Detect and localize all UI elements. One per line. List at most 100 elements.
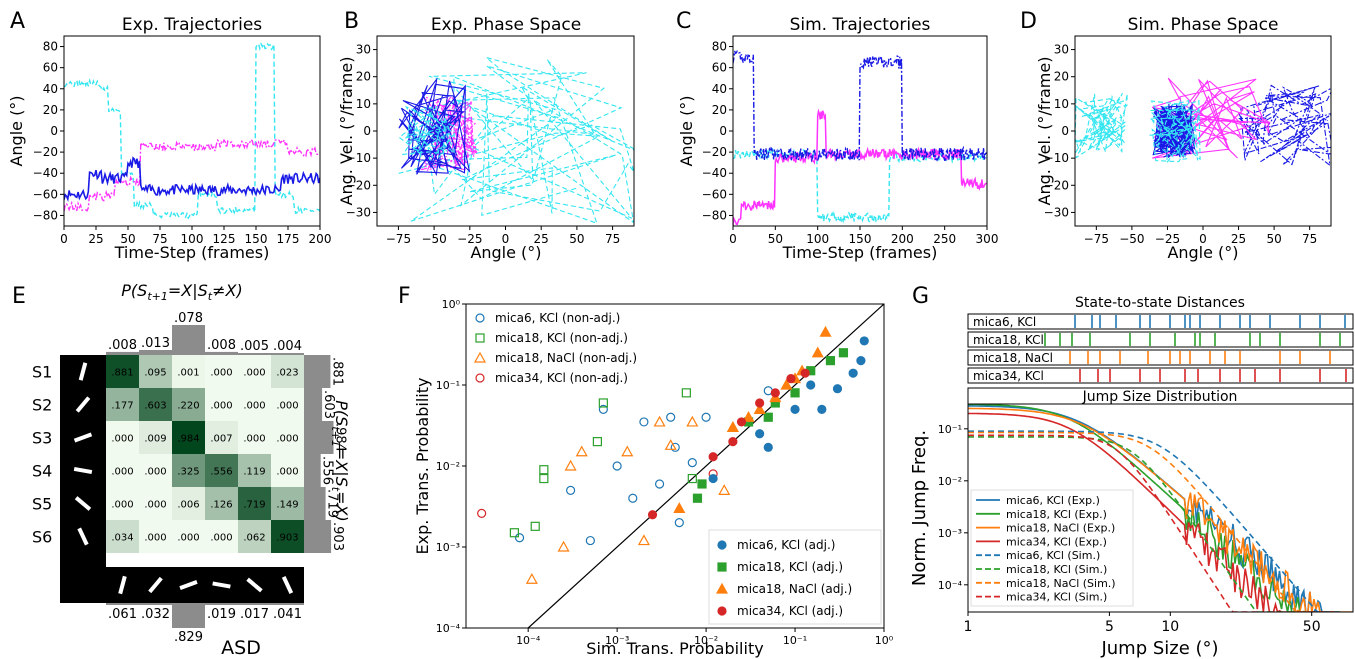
state-orientation-icon [246, 577, 263, 593]
panel-g-ylabel: Norm. Jump Freq. [909, 430, 930, 586]
state-orientation-icon [77, 527, 89, 546]
distance-row-box [967, 349, 1354, 366]
panel-e-right-label: P(St+1=X|St=X) [329, 400, 351, 521]
heatmap-cell-value: .000 [177, 533, 199, 544]
panel-b-xtick-label: 0 [502, 232, 510, 246]
legend-entry: mica34, KCl (Sim.) [1006, 591, 1107, 604]
bottom-marginal-bar [205, 603, 238, 605]
panel-d: D Sim. Phase Space −75 −50 −25 0 25 50 75 30 20 1… [1020, 9, 1332, 262]
panel-b-ytick-label: −20 [346, 178, 371, 192]
panel-b: B Exp. Phase Space −75 −50 −25 0 25 50 75 30 20 1… [337, 9, 635, 262]
data-point [790, 404, 800, 414]
top-marginal-value: .004 [273, 339, 302, 354]
panel-g-xlabel: Jump Size (°) [1100, 638, 1218, 659]
panel-g-frame [967, 403, 1354, 613]
panel-g-ytick-label: 10⁻¹ [938, 423, 962, 436]
panel-d-xtick-label: −50 [1119, 232, 1144, 246]
panel-e-letter: E [12, 284, 26, 309]
data-point [786, 373, 796, 384]
state-label: S2 [32, 396, 52, 415]
panel-g-legend: mica6, KCl (Exp.)mica18, KCl (Exp.)mica1… [970, 489, 1134, 607]
heatmap-cell [271, 421, 304, 454]
panel-a-xtick-label: 150 [245, 232, 268, 246]
panel-e-bottom-label: ASD [221, 637, 261, 659]
panel-c-xtick-label: 100 [806, 232, 829, 246]
state-orientation-icon [118, 575, 127, 595]
heatmap-cell-value: .023 [276, 368, 298, 379]
bottom-marginal-value: .041 [273, 607, 302, 622]
identity-line [527, 304, 884, 628]
right-marginal-value: .556 [320, 456, 335, 485]
data-point [726, 421, 739, 432]
heatmap-cell [139, 355, 172, 388]
panel-c-ytick-label: −40 [702, 166, 727, 180]
heatmap-cell [172, 454, 205, 487]
bottom-marginal-value: .017 [240, 607, 269, 622]
panel-f-ytick-label: 10⁰ [442, 298, 461, 311]
heatmap-cell [238, 421, 271, 454]
heatmap-cell [205, 421, 238, 454]
heatmap-cell [271, 388, 304, 421]
top-marginal-bar [205, 351, 238, 355]
heatmap-cell [205, 520, 238, 553]
distance-row-box [967, 331, 1354, 348]
right-marginal-bar [304, 520, 332, 553]
panel-f-legend: mica6, KCl (non-adj.) mica18, KCl (non-ad… [473, 311, 882, 625]
panel-d-title: Sim. Phase Space [1128, 15, 1279, 35]
panel-c-ytick-label: −80 [702, 208, 727, 222]
panel-c: C Sim. Trajectories 0 50 100 150 200 250 30080… [676, 9, 998, 262]
data-point [701, 412, 711, 422]
heatmap-cell-value: .000 [243, 401, 265, 412]
heatmap-cell [172, 487, 205, 520]
panel-d-ylabel: Ang. Vel. (°/frame) [1035, 57, 1054, 206]
top-marginal-bar [106, 351, 139, 355]
heatmap-cell [106, 454, 139, 487]
heatmap-cell-value: .000 [276, 401, 298, 412]
panel-b-xtick-label: −50 [421, 232, 446, 246]
panel-b-axes: −75 −50 −25 0 25 50 75 30 20 10 0 −10 −20 −30 [346, 43, 621, 246]
panel-d-ytick-label: 30 [1054, 43, 1069, 57]
panel-c-traces [733, 50, 987, 226]
panel-e-state-labels: S1 S2 S3 S4 S5 S6 [32, 363, 52, 547]
panel-g-distance-rows: mica6, KCl mica18, KCl mica18, NaCl mica34,… [967, 313, 1354, 384]
legend-marker [473, 351, 487, 363]
panel-a-xtick-label: 25 [88, 232, 103, 246]
heatmap-cell-value: .006 [177, 500, 199, 511]
data-point [653, 415, 666, 427]
right-marginal-bar [304, 487, 326, 520]
heatmap-cell-value: .000 [144, 467, 166, 478]
top-marginal-value: .008 [108, 338, 137, 353]
heatmap-cell [238, 487, 271, 520]
data-point [856, 356, 866, 366]
heatmap-cell-value: .000 [210, 368, 232, 379]
panel-b-trajectory [420, 94, 478, 172]
panel-d-xtick-label: −25 [1155, 232, 1180, 246]
panel-b-xtick-label: −75 [386, 232, 411, 246]
data-point [592, 437, 602, 447]
data-point [708, 452, 718, 462]
panel-b-ytick-label: 30 [356, 43, 371, 57]
data-point [639, 417, 649, 427]
heatmap-cell-value: .881 [111, 368, 133, 379]
panel-f-ytick-label: 10⁻³ [436, 541, 460, 554]
heatmap-cell-value: .000 [144, 500, 166, 511]
distance-row-label: mica34, KCl [973, 369, 1044, 383]
data-point [755, 398, 765, 408]
data-point [736, 417, 747, 427]
state-label: S5 [32, 495, 52, 514]
panel-d-trajectory [1075, 92, 1128, 159]
heatmap-cell [172, 520, 205, 553]
panel-e-state-icons [73, 362, 294, 595]
panel-f-xtick-label: 10⁻³ [605, 634, 629, 647]
panel-a-xtick-label: 75 [152, 232, 167, 246]
state-label: S4 [32, 462, 52, 481]
data-point [612, 461, 622, 471]
heatmap-cell-value: .177 [111, 401, 133, 412]
panel-a: A Exp. Trajectories 0 25 50 75 100 125 150 175 2… [7, 9, 331, 262]
data-point [819, 325, 832, 337]
panel-d-trajectory [1151, 77, 1271, 159]
data-point [800, 368, 810, 378]
panel-f-xtick-label: 10⁰ [875, 634, 894, 647]
panel-b-traces [398, 57, 634, 225]
data-point [780, 378, 793, 390]
